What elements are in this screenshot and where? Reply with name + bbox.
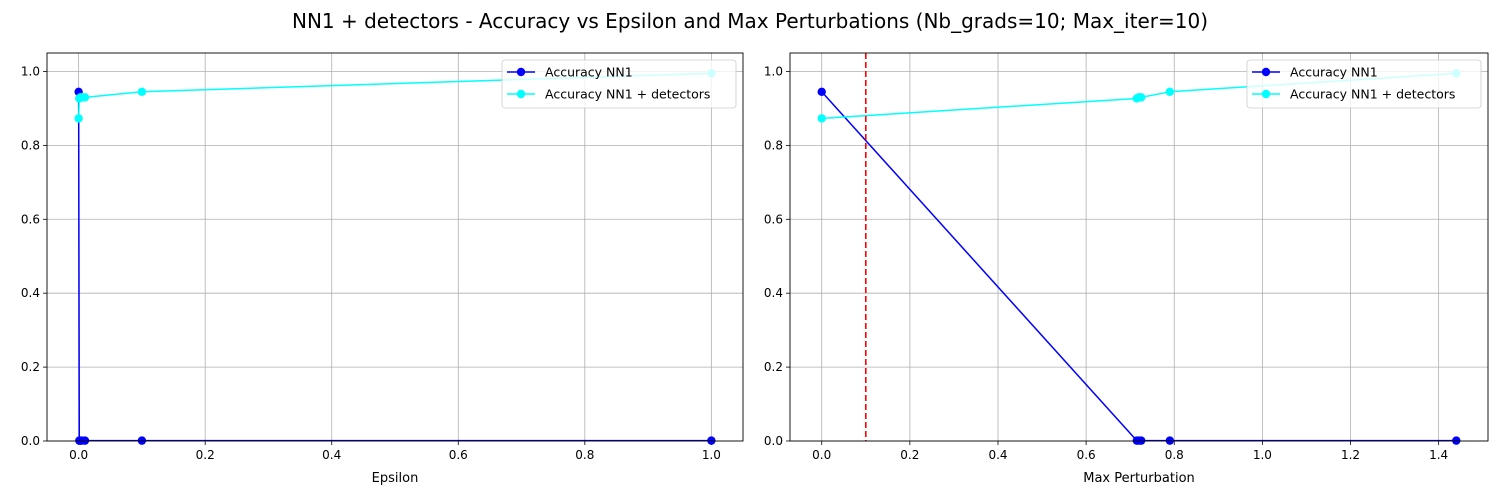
data-point	[80, 93, 90, 102]
x-tick-label: 1.0	[702, 448, 721, 462]
subplot-epsilon: 0.0 0.2 0.4 0.6 0.8 1.0 0.0 0.2 0.4 0.6 0.8 1.0 Epsi…	[21, 52, 744, 486]
legend-label: Accuracy NN1	[1290, 65, 1378, 80]
legend-label: Accuracy NN1	[545, 65, 633, 80]
y-tick-label: 0.8	[21, 138, 40, 152]
data-point	[137, 87, 147, 97]
legend-marker	[1261, 89, 1271, 99]
axes-frame	[46, 52, 744, 442]
x-tick-label: 0.8	[1165, 448, 1184, 462]
x-tick-label: 0.0	[69, 448, 88, 462]
data-point	[817, 87, 826, 97]
legend-box	[1246, 59, 1482, 109]
legend-marker	[516, 67, 526, 77]
data-point	[74, 114, 83, 123]
x-tick-label: 0.4	[322, 448, 341, 462]
x-tick-label: 0.2	[900, 448, 919, 462]
figure-title: NN1 + detectors - Accuracy vs Epsilon an…	[292, 9, 1208, 33]
legend-marker	[1261, 67, 1271, 77]
legend-label: Accuracy NN1 + detectors	[545, 87, 710, 102]
y-tick-label: 0.0	[764, 434, 783, 448]
y-tick-label: 0.0	[21, 434, 40, 448]
y-tick-label: 0.8	[764, 138, 783, 152]
y-tick-label: 0.6	[21, 212, 40, 226]
x-tick-label: 0.6	[449, 448, 468, 462]
legend-label: Accuracy NN1 + detectors	[1290, 87, 1455, 102]
x-tick-label: 0.8	[575, 448, 594, 462]
legend-marker	[516, 89, 526, 99]
legend-box	[501, 59, 737, 109]
x-axis-label: Max Perturbation	[1083, 471, 1195, 486]
y-tick-label: 0.2	[764, 360, 783, 374]
x-tick-label: 0.4	[988, 448, 1007, 462]
y-tick-label: 0.6	[764, 212, 783, 226]
x-tick-label: 0.2	[196, 448, 215, 462]
x-tick-label: 1.2	[1341, 448, 1360, 462]
x-tick-label: 0.6	[1077, 448, 1096, 462]
data-point	[1165, 87, 1175, 97]
axes-frame	[789, 52, 1489, 442]
y-tick-label: 0.2	[21, 360, 40, 374]
data-point	[1137, 93, 1146, 102]
y-tick-label: 1.0	[764, 64, 783, 78]
x-tick-label: 0.0	[812, 448, 831, 462]
y-tick-label: 1.0	[21, 64, 40, 78]
data-point	[817, 114, 826, 123]
x-axis-label: Epsilon	[372, 471, 419, 486]
y-tick-label: 0.4	[764, 286, 783, 300]
subplot-max-perturbation: 0.0 0.2 0.4 0.6 0.8 1.0 1.2 1.4 0.0 0.2 0.4 0.6 0.8 1…	[764, 52, 1489, 486]
y-tick-label: 0.4	[21, 286, 40, 300]
x-tick-label: 1.4	[1429, 448, 1448, 462]
x-tick-label: 1.0	[1253, 448, 1272, 462]
